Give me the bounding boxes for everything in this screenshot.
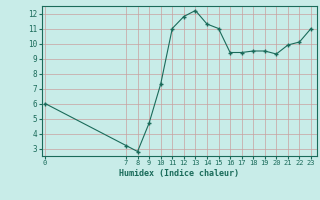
X-axis label: Humidex (Indice chaleur): Humidex (Indice chaleur) (119, 169, 239, 178)
